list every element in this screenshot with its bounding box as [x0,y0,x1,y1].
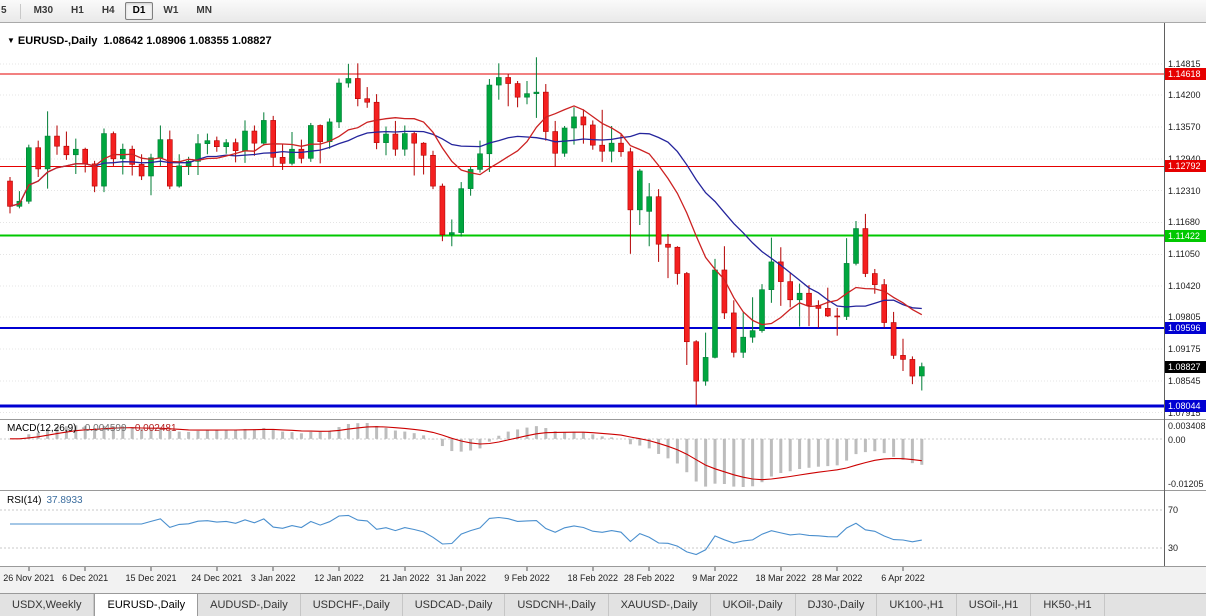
timeframe-button-5[interactable]: 5 [1,5,7,16]
timeframe-button-m30[interactable]: M30 [33,5,54,16]
timeframe-button-d1[interactable]: D1 [124,2,154,20]
date-axis-strip[interactable] [0,566,1206,594]
timeframe-button-h1[interactable]: H1 [71,5,84,16]
tab-usdx-weekly[interactable]: USDX,Weekly [0,594,95,616]
rsi-indicator-label: RSI(14) 37.8933 [7,495,88,506]
macd-main-value: -0.004599 [81,423,127,434]
timeframe-button-mn[interactable]: MN [196,5,212,16]
tab-hk50-h1[interactable]: HK50-,H1 [1031,594,1105,616]
tab-usdcad-daily[interactable]: USDCAD-,Daily [402,594,506,616]
toolbar-separator [19,3,21,19]
tab-usdchf-daily[interactable]: USDCHF-,Daily [300,594,403,616]
chart-title: ▼ EURUSD-,Daily 1.08642 1.08906 1.08355 1.… [7,35,272,47]
macd-indicator-label: MACD(12,26,9) -0.004599 -0.002481 [7,423,182,434]
chart-ohlc-values: 1.08642 1.08906 1.08355 1.08827 [103,35,272,47]
tab-usdcnh-daily[interactable]: USDCNH-,Daily [505,594,609,616]
tab-ukoil-daily[interactable]: UKOil-,Daily [710,594,796,616]
tab-uk100-h1[interactable]: UK100-,H1 [877,594,957,616]
tab-dj30-daily[interactable]: DJ30-,Daily [795,594,878,616]
chart-tabs-bar: USDX,Weekly EURUSD-,Daily AUDUSD-,Daily USD… [0,593,1206,616]
timeframe-button-w1[interactable]: W1 [163,5,179,16]
chart-menu-arrow-icon[interactable]: ▼ [7,36,15,45]
tab-xauusd-daily[interactable]: XAUUSD-,Daily [608,594,711,616]
rsi-name: RSI(14) [7,495,42,506]
chart-background [0,22,1206,566]
tab-usoil-h1[interactable]: USOil-,H1 [956,594,1032,616]
tab-audusd-daily[interactable]: AUDUSD-,Daily [198,594,301,616]
chart-symbol-label: EURUSD-,Daily [17,35,98,47]
macd-name: MACD(12,26,9) [7,423,77,434]
macd-signal-value: -0.002481 [131,423,177,434]
timeframe-button-h4[interactable]: H4 [101,5,115,16]
tab-eurusd-daily[interactable]: EURUSD-,Daily [94,594,199,616]
rsi-value: 37.8933 [46,495,83,506]
timeframe-toolbar: 5 M30 H1 H4 D1 W1 MN [0,0,1206,23]
